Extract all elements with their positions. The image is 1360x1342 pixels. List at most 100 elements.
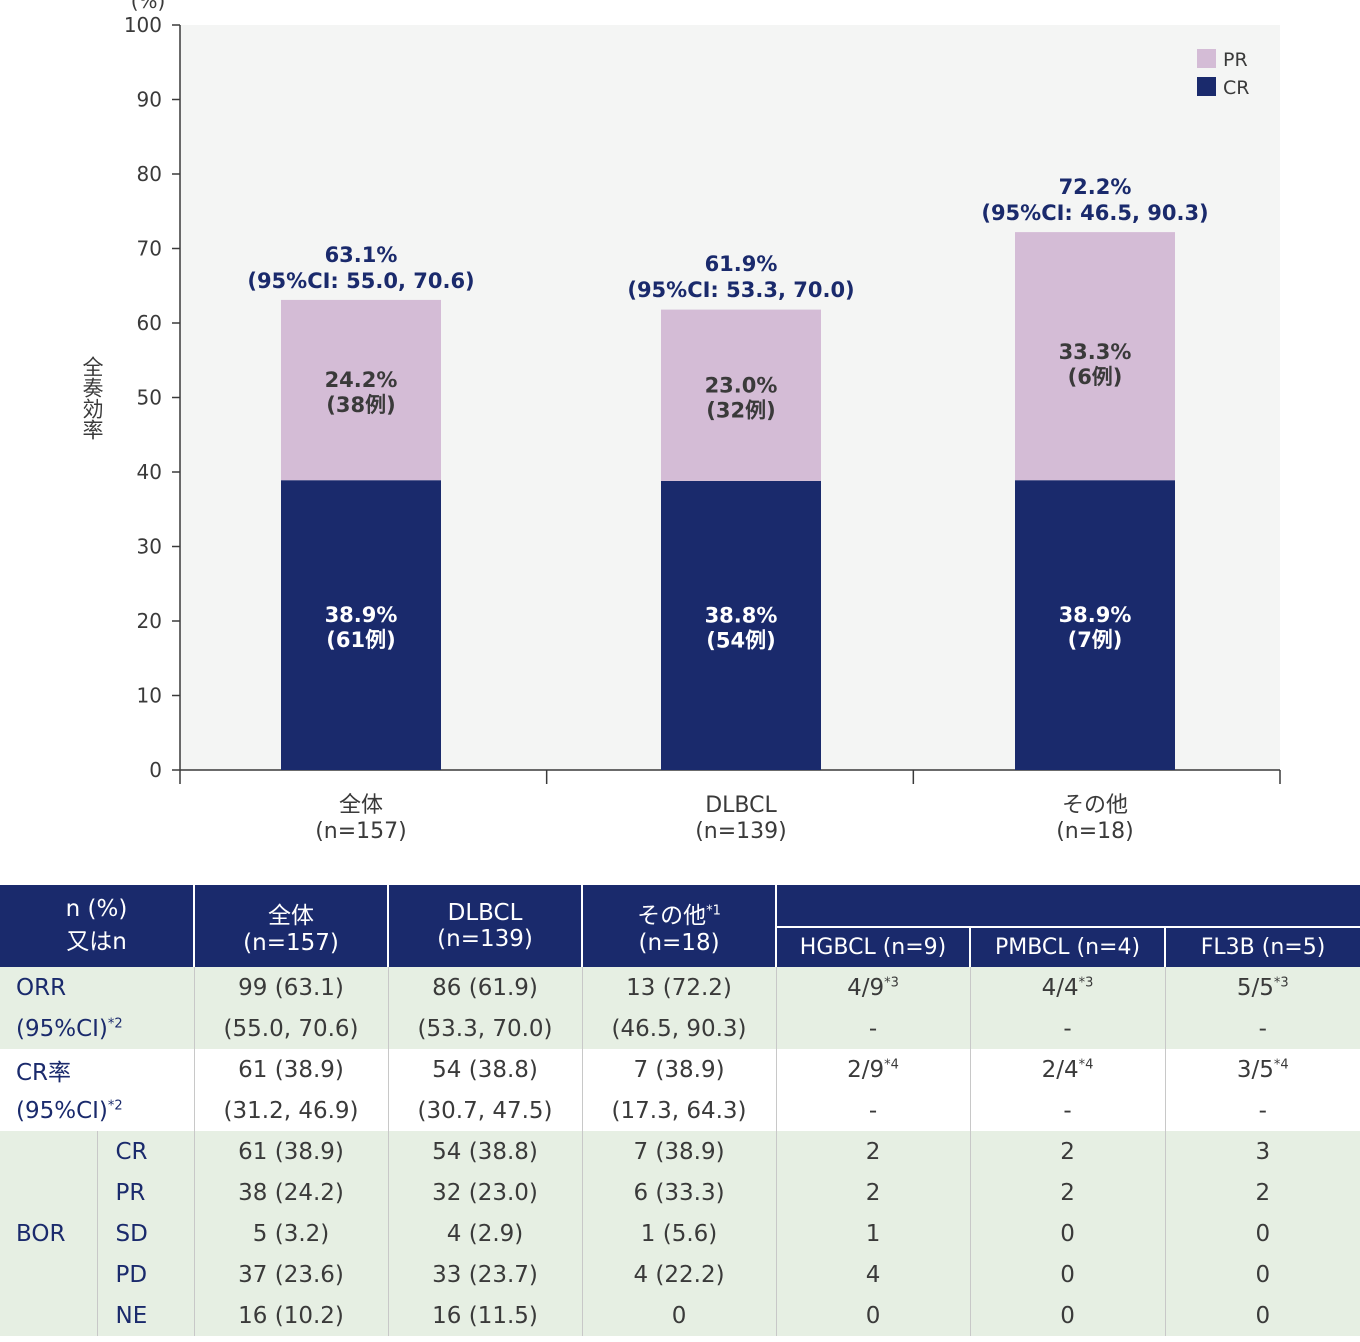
bor-value-cell: 0 bbox=[970, 1213, 1166, 1254]
data-label-count: (7例) bbox=[1068, 628, 1123, 652]
orr-label: ORR bbox=[0, 967, 195, 1008]
bor-value-cell: 2 bbox=[776, 1172, 971, 1213]
total-label-percent: 63.1% bbox=[325, 243, 398, 267]
header-n-percent: n (%) 又はn bbox=[0, 885, 196, 967]
orr-ci-cell: - bbox=[776, 1008, 971, 1049]
cr-rate-value-cell: 2/9*4 bbox=[776, 1049, 971, 1090]
bor-value-cell: 5 (3.2) bbox=[194, 1213, 389, 1254]
orr-value-cell: 4/4*3 bbox=[970, 967, 1166, 1008]
total-label-ci: (95%CI: 53.3, 70.0) bbox=[627, 278, 854, 302]
y-tick-label: 90 bbox=[137, 88, 162, 112]
bor-value-cell: 2 bbox=[776, 1131, 971, 1172]
cr-rate-ci-row: (95%CI)*2 (31.2, 46.9) (30.7, 47.5) (17.3, … bbox=[0, 1090, 1360, 1131]
orr-ci-cell: (55.0, 70.6) bbox=[194, 1008, 389, 1049]
x-category-label: DLBCL bbox=[705, 793, 777, 818]
bor-row-pr: PR 38 (24.2) 32 (23.0) 6 (33.3) 2 2 2 bbox=[0, 1172, 1360, 1213]
header-hgbcl: HGBCL (n=9) bbox=[776, 926, 972, 967]
orr-value-cell: 13 (72.2) bbox=[582, 967, 777, 1008]
y-tick-label: 80 bbox=[137, 162, 162, 186]
y-axis-title: 全奏効率 bbox=[80, 356, 104, 440]
total-label-percent: 61.9% bbox=[705, 252, 778, 276]
bor-value-cell: 16 (10.2) bbox=[194, 1295, 389, 1336]
y-unit-label: (%) bbox=[131, 0, 166, 13]
bor-row-cr: BOR CR 61 (38.9) 54 (38.8) 7 (38.9) 2 2 3 bbox=[0, 1131, 1360, 1336]
cr-rate-ci-label: (95%CI)*2 bbox=[0, 1090, 195, 1131]
y-tick-label: 10 bbox=[137, 684, 162, 708]
bor-label: BOR bbox=[0, 1131, 98, 1336]
orr-ci-cell: - bbox=[1258, 1015, 1267, 1042]
x-category-n-label: (n=157) bbox=[315, 819, 407, 844]
bar-segment-cr bbox=[1015, 480, 1175, 770]
bor-category-label: PD bbox=[97, 1254, 195, 1295]
x-category-label: その他 bbox=[1062, 793, 1128, 818]
bor-value-cell: 2 bbox=[970, 1172, 1166, 1213]
cr-rate-ci-cell: - bbox=[970, 1090, 1166, 1131]
bor-value-cell: 0 bbox=[970, 1295, 1166, 1336]
y-tick-label: 50 bbox=[137, 386, 162, 410]
bor-row-sd: SD 5 (3.2) 4 (2.9) 1 (5.6) 1 0 0 bbox=[0, 1213, 1360, 1254]
orr-value-cell: 5/5*3 bbox=[1236, 974, 1289, 1001]
header-fl3b: FL3B (n=5) bbox=[1165, 926, 1360, 967]
cr-rate-row: CR率 61 (38.9) 54 (38.8) 7 (38.9) 2/9*4 2/4*4 3… bbox=[0, 1049, 1360, 1090]
response-table: n (%) 又はn 全体 (n=157) DLBCL (n=139) その他*1 (n… bbox=[0, 885, 1360, 1336]
header-other-subtypes-band bbox=[776, 885, 1360, 927]
bor-value-cell: 38 (24.2) bbox=[194, 1172, 389, 1213]
bar-segment-pr bbox=[1015, 232, 1175, 481]
bor-value-cell: 4 (22.2) bbox=[582, 1254, 777, 1295]
y-tick-label: 40 bbox=[137, 460, 162, 484]
total-label-percent: 72.2% bbox=[1059, 175, 1132, 199]
data-label-percent: 24.2% bbox=[325, 368, 398, 392]
header-other: その他*1 (n=18) bbox=[582, 885, 778, 967]
data-label-count: (61例) bbox=[326, 628, 395, 652]
cr-rate-value-cell: 3/5*4 bbox=[1236, 1056, 1289, 1083]
bor-category-label: SD bbox=[97, 1213, 195, 1254]
bor-value-cell: 0 bbox=[1255, 1261, 1271, 1288]
bor-value-cell: 0 bbox=[1255, 1302, 1271, 1329]
bor-value-cell: 4 bbox=[776, 1254, 971, 1295]
bor-value-cell: 16 (11.5) bbox=[388, 1295, 583, 1336]
x-category-n-label: (n=18) bbox=[1056, 819, 1134, 844]
bor-value-cell: 32 (23.0) bbox=[388, 1172, 583, 1213]
orr-value-cell: 99 (63.1) bbox=[194, 967, 389, 1008]
bor-value-cell: 2 bbox=[1255, 1179, 1271, 1206]
bor-value-cell: 2 bbox=[970, 1131, 1166, 1172]
cr-rate-value-cell: 54 (38.8) bbox=[388, 1049, 583, 1090]
data-label-percent: 33.3% bbox=[1059, 340, 1132, 364]
header-overall: 全体 (n=157) bbox=[194, 885, 390, 967]
y-tick-label: 30 bbox=[137, 535, 162, 559]
orr-value-cell: 86 (61.9) bbox=[388, 967, 583, 1008]
cr-rate-ci-cell: (17.3, 64.3) bbox=[582, 1090, 777, 1131]
bor-row-pd: PD 37 (23.6) 33 (23.7) 4 (22.2) 4 0 0 bbox=[0, 1254, 1360, 1295]
orr-ci-cell: (46.5, 90.3) bbox=[582, 1008, 777, 1049]
legend-label-pr: PR bbox=[1223, 49, 1248, 71]
bor-value-cell: 61 (38.9) bbox=[194, 1131, 389, 1172]
bar-segment-cr bbox=[281, 480, 441, 770]
data-label-percent: 38.9% bbox=[325, 603, 398, 627]
orr-stacked-bar-chart: (%) 全奏効率 0 10 20 30 40 50 60 70 80 90 100 全体(n=157… bbox=[80, 0, 1281, 844]
chart-legend: PR CR bbox=[1197, 49, 1249, 99]
cr-rate-ci-cell: - bbox=[776, 1090, 971, 1131]
bor-category-label: PR bbox=[97, 1172, 195, 1213]
x-category-n-label: (n=139) bbox=[695, 819, 787, 844]
bar-segment-cr bbox=[661, 480, 821, 770]
bor-value-cell: 1 bbox=[776, 1213, 971, 1254]
data-label-count: (32例) bbox=[706, 398, 775, 422]
orr-value-cell: 4/9*3 bbox=[776, 967, 971, 1008]
bor-row-ne: NE 16 (10.2) 16 (11.5) 0 0 0 0 bbox=[0, 1295, 1360, 1336]
y-tick-label: 70 bbox=[137, 237, 162, 261]
bor-category-label: CR bbox=[97, 1131, 195, 1172]
bor-category-label: NE bbox=[97, 1295, 195, 1336]
orr-ci-cell: - bbox=[970, 1008, 1166, 1049]
bor-value-cell: 3 bbox=[1255, 1138, 1271, 1165]
legend-swatch-pr bbox=[1197, 49, 1216, 68]
orr-row: ORR 99 (63.1) 86 (61.9) 13 (72.2) 4/9*3 4/4*3… bbox=[0, 967, 1360, 1008]
data-label-count: (54例) bbox=[706, 628, 775, 652]
bor-value-cell: 54 (38.8) bbox=[388, 1131, 583, 1172]
cr-rate-label: CR率 bbox=[0, 1049, 195, 1090]
bor-value-cell: 37 (23.6) bbox=[194, 1254, 389, 1295]
header-dlbcl: DLBCL (n=139) bbox=[388, 885, 584, 967]
bar-segment-pr bbox=[661, 309, 821, 481]
orr-ci-label: (95%CI)*2 bbox=[0, 1008, 195, 1049]
orr-ci-cell: (53.3, 70.0) bbox=[388, 1008, 583, 1049]
total-label-ci: (95%CI: 55.0, 70.6) bbox=[247, 269, 474, 293]
